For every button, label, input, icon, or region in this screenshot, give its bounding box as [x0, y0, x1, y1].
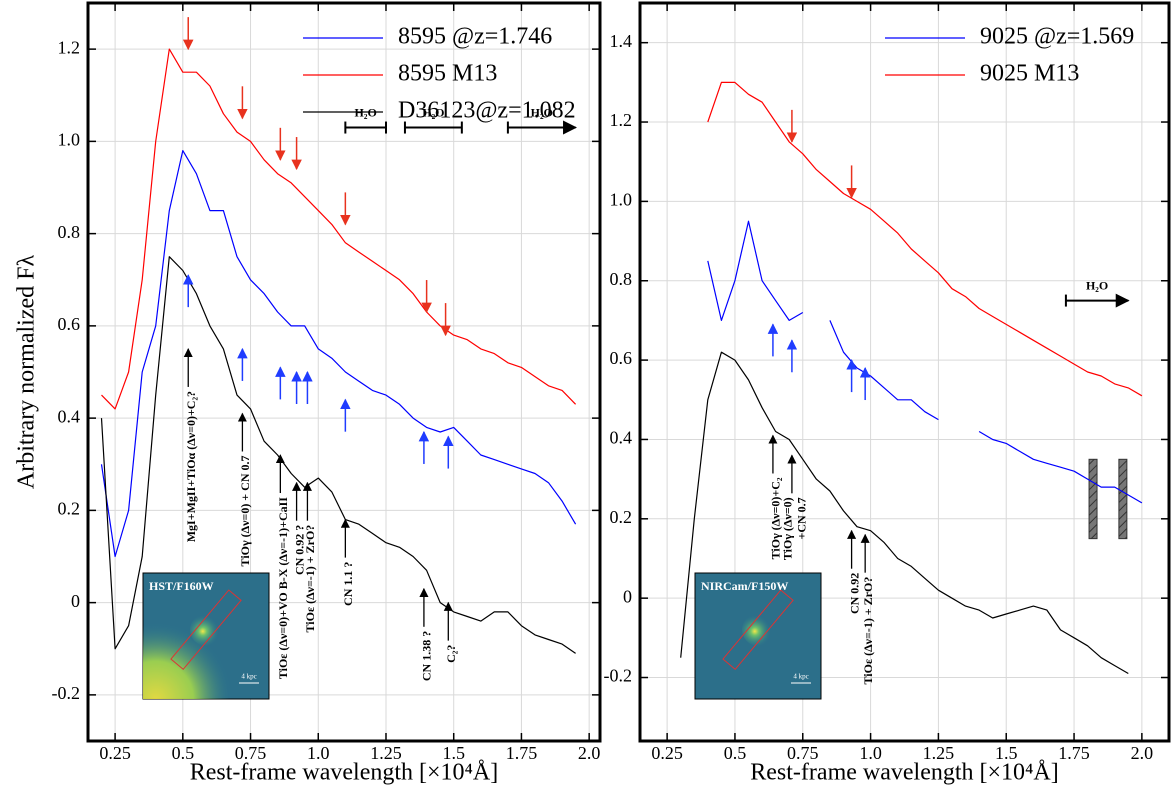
- x-tick-label: 0.5: [724, 743, 747, 763]
- x-tick-label: 0.25: [651, 743, 683, 763]
- inset-slit: [170, 589, 242, 671]
- x-tick-label: 0.75: [235, 743, 267, 763]
- inset-source: [190, 613, 222, 646]
- y-tick-label: 0.4: [58, 406, 81, 426]
- y-tick-label: 1.0: [610, 190, 633, 210]
- inset-image: NIRCam/F150W 4 kpc: [694, 572, 822, 700]
- spectrum-line: [100, 150, 577, 558]
- y-tick-label: 1.2: [58, 37, 81, 57]
- h2o-label: H₂O: [1086, 278, 1108, 292]
- annotation-label: TiOγ (Δν=0): [781, 497, 795, 560]
- annotation-label: MgI+MgII+TiOα (Δν=0)+C₂?: [184, 391, 198, 542]
- x-tick-label: 1.75: [506, 743, 538, 763]
- spectrum-line: [101, 48, 577, 410]
- x-axis-label: Rest-frame wavelength [×10⁴Å]: [190, 760, 498, 786]
- y-tick-label: 0.4: [610, 428, 633, 448]
- annotation-label: TiOε (Δν=-1) + ZrO?: [303, 525, 317, 633]
- annotation-label: CN 1.1 ?: [341, 562, 355, 606]
- legend-label: 9025 @z=1.569: [980, 24, 1134, 50]
- legend-label: D36123@z=1.082: [398, 98, 576, 124]
- inset-slit: [722, 589, 794, 671]
- inset-source: [742, 613, 774, 646]
- legend-label: 9025 M13: [980, 61, 1079, 87]
- annotation-label: TiOγ (Δν=0)+C₂: [769, 477, 783, 559]
- spectrum-line: [707, 220, 1143, 504]
- annotation-label: C₂?: [444, 645, 458, 663]
- y-tick-label: 0.6: [58, 314, 81, 334]
- spectrum-line: [680, 351, 1129, 675]
- legend-label: 8595 M13: [398, 61, 497, 87]
- y-tick-label: -0.2: [52, 683, 81, 703]
- plot-frame: [86, 1, 602, 743]
- masked-region: [1118, 458, 1128, 540]
- y-tick-label: 1.4: [610, 31, 633, 51]
- x-tick-label: 0.25: [99, 743, 131, 763]
- legend-label: 8595 @z=1.746: [398, 24, 552, 50]
- y-tick-label: 0.8: [58, 222, 81, 242]
- annotation-label: TiOγ (Δν=0) + CN 0.7: [238, 456, 252, 567]
- masked-region: [1088, 458, 1098, 540]
- x-tick-label: 1.25: [370, 743, 402, 763]
- h2o-label: H₂O: [531, 105, 553, 119]
- x-axis-label: Rest-frame wavelength [×10⁴Å]: [750, 760, 1058, 786]
- y-tick-label: 1.2: [610, 110, 633, 130]
- y-tick-label: 0: [623, 586, 632, 606]
- annotation-label: TiOε (Δν=0)+VO B-X (Δν=-1)+CaII: [276, 497, 290, 679]
- spectrum-line: [707, 81, 1143, 397]
- y-tick-label: 1.0: [58, 130, 81, 150]
- x-tick-label: 2.0: [1131, 743, 1154, 763]
- x-tick-label: 1.0: [307, 743, 330, 763]
- inset-label: NIRCam/F150W: [701, 579, 788, 593]
- x-tick-label: 1.25: [923, 743, 955, 763]
- x-tick-label: 0.5: [172, 743, 195, 763]
- x-tick-label: 0.75: [787, 743, 819, 763]
- inset-label: HST/F160W: [149, 579, 214, 593]
- spectrum-line: [100, 256, 576, 654]
- annotation-label: CN 0.92 ?: [292, 525, 306, 575]
- x-tick-label: 1.5: [995, 743, 1018, 763]
- x-tick-label: 1.75: [1058, 743, 1090, 763]
- y-tick-label: 0.2: [58, 499, 81, 519]
- x-tick-label: 1.0: [859, 743, 882, 763]
- y-tick-label: 0.6: [610, 348, 633, 368]
- plot-frame: [638, 1, 1171, 743]
- y-tick-label: -0.2: [604, 666, 633, 686]
- h2o-label: H₂O: [422, 105, 444, 119]
- inset-image: HST/F160W 4 kpc: [142, 572, 270, 700]
- inset-scale: 4 kpc: [793, 673, 808, 681]
- annotation-label: CN 0.92: [847, 573, 861, 614]
- y-tick-label: 0.2: [610, 507, 633, 527]
- x-tick-label: 1.5: [442, 743, 465, 763]
- inset-scale: 4 kpc: [241, 673, 256, 681]
- annotation-label: +CN 0.7: [795, 497, 809, 539]
- y-tick-label: 0: [71, 591, 80, 611]
- annotation-label: TiOε (Δν=-1) + ZrO?: [861, 577, 875, 685]
- annotation-label: CN 1.38 ?: [420, 631, 434, 681]
- x-tick-label: 2.0: [578, 743, 601, 763]
- y-tick-label: 0.8: [610, 269, 633, 289]
- y-axis-label: Arbitrary normalized Fλ: [14, 255, 40, 490]
